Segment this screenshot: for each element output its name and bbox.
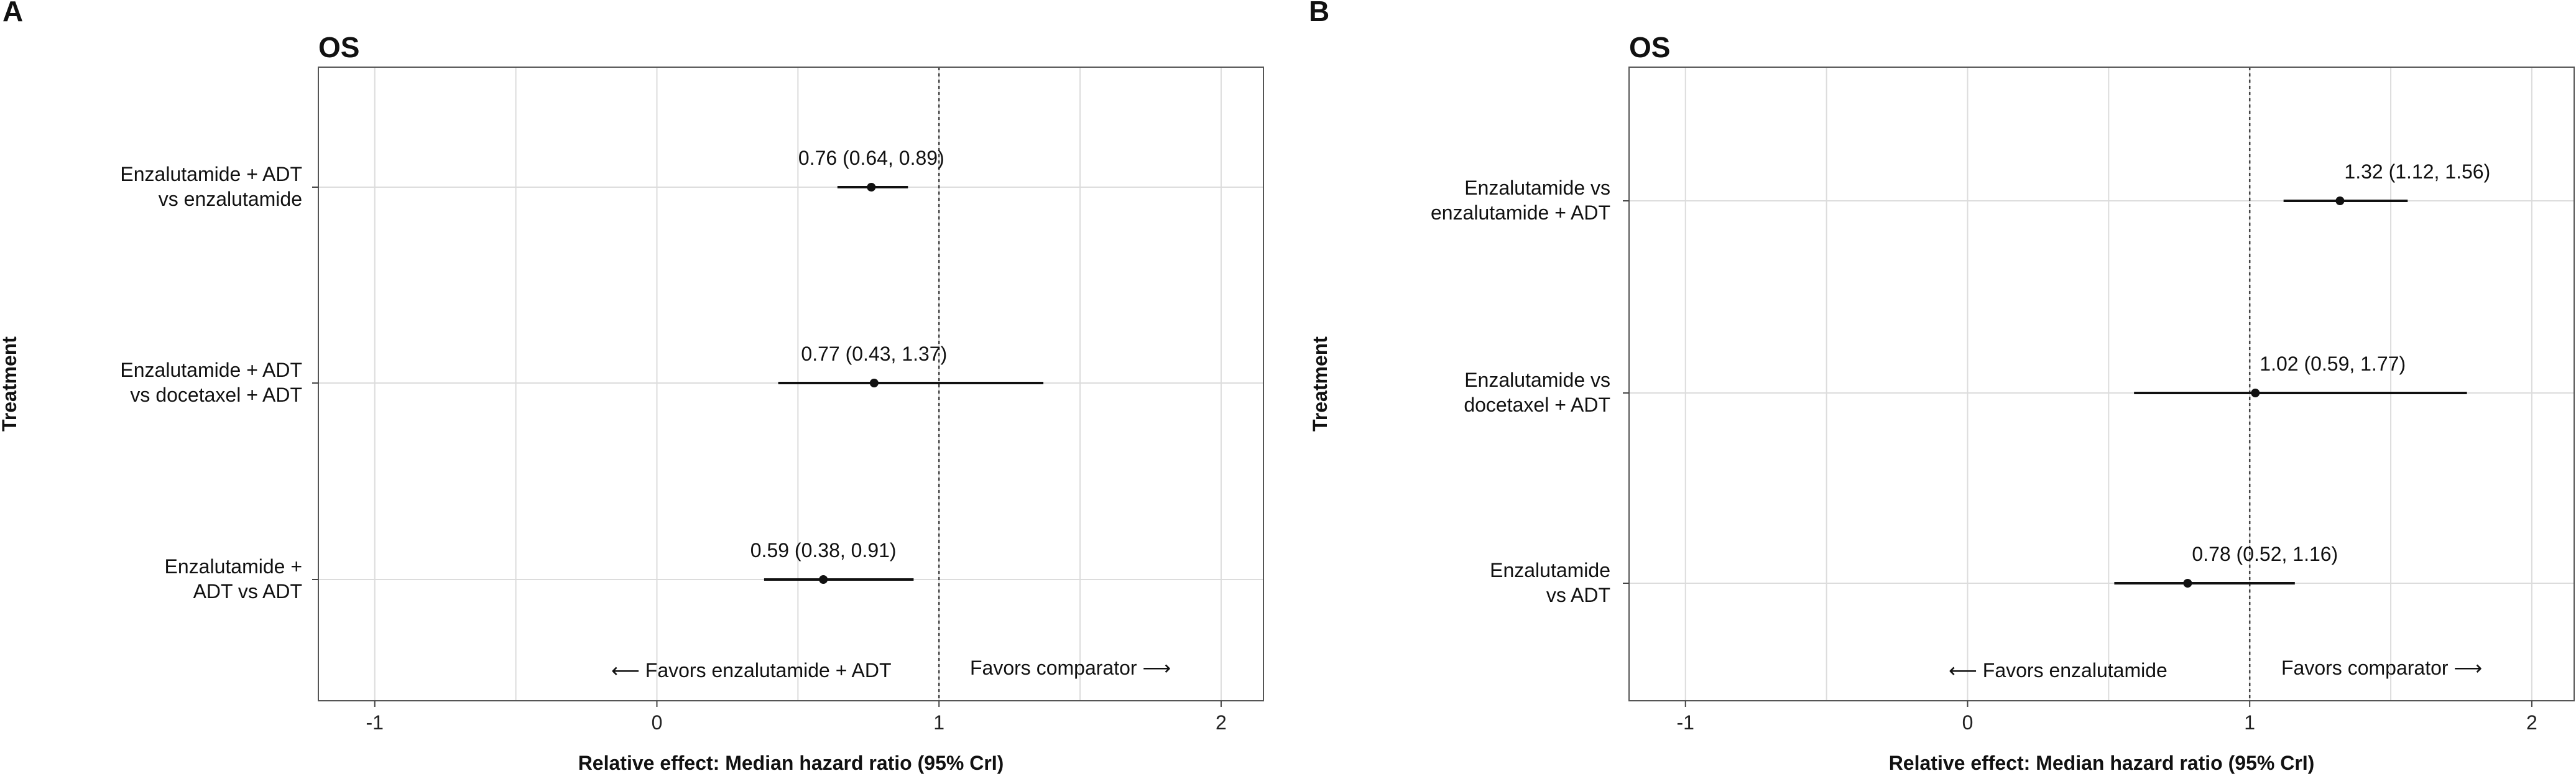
point-estimate: [867, 183, 876, 192]
data-label: 0.78 (0.52, 1.16): [2192, 543, 2338, 565]
data-label: 1.02 (0.59, 1.77): [2260, 353, 2406, 375]
row-label: Enzalutamide + ADT vs ADT: [165, 555, 302, 603]
row-label-line: docetaxel + ADT: [1464, 394, 1610, 416]
panel-letter: B: [1309, 0, 1329, 27]
favors-right-annotation: Favors comparator ⟶: [2281, 657, 2482, 679]
data-label: 0.59 (0.38, 0.91): [750, 539, 897, 561]
x-tick-label: 1: [933, 711, 944, 734]
row-label-line: Enzalutamide + ADT: [120, 359, 302, 381]
row-label-line: enzalutamide + ADT: [1431, 201, 1610, 224]
row-label-line: Enzalutamide vs: [1464, 369, 1610, 391]
row-label: Enzalutamide vs ADT: [1490, 559, 1610, 606]
data-label: 1.32 (1.12, 1.56): [2344, 160, 2490, 183]
x-axis-label: Relative effect: Median hazard ratio (95…: [1889, 752, 2315, 774]
row-label-line: Enzalutamide + ADT: [120, 163, 302, 185]
x-tick-label: -1: [1677, 711, 1694, 734]
point-estimate: [2335, 196, 2345, 205]
plot-frame: [1628, 67, 2575, 701]
row-label-line: ADT vs ADT: [193, 580, 302, 603]
panel-title: OS: [318, 31, 359, 63]
y-axis-label: Treatment: [0, 336, 21, 432]
panel-a: A OS -1 0 1 2 Relative effect: Median hazard r…: [0, 0, 1264, 774]
x-tick-label: 1: [2244, 711, 2255, 734]
y-axis-label: Treatment: [1309, 336, 1331, 432]
panel-title: OS: [1629, 31, 1670, 63]
favors-left-annotation: ⟵ Favors enzalutamide + ADT: [611, 659, 892, 681]
point-estimate: [869, 379, 879, 387]
row-label: Enzalutamide + ADT vs enzalutamide: [120, 163, 302, 210]
point-estimate: [819, 575, 828, 584]
row-label-line: vs enzalutamide: [159, 188, 302, 210]
favors-left-annotation: ⟵ Favors enzalutamide: [1949, 659, 2167, 681]
data-label: 0.77 (0.43, 1.37): [801, 343, 947, 365]
x-tick-label: 2: [1216, 711, 1227, 734]
data-label: 0.76 (0.64, 0.89): [798, 147, 944, 169]
plot-frame: [318, 67, 1264, 701]
point-estimate: [2251, 389, 2260, 397]
x-axis-label: Relative effect: Median hazard ratio (95…: [578, 752, 1004, 774]
row-label-line: Enzalutamide: [1490, 559, 1610, 581]
point-estimate: [2183, 579, 2192, 588]
row-label-line: vs docetaxel + ADT: [130, 384, 302, 406]
x-tick-label: -1: [366, 711, 384, 734]
row-label-line: Enzalutamide +: [165, 555, 302, 578]
panel-b: B OS -1 0 1 2 Relative effect: Median hazard r…: [1309, 0, 2575, 774]
row-label-line: vs ADT: [1546, 584, 1610, 606]
row-label: Enzalutamide + ADT vs docetaxel + ADT: [120, 359, 302, 406]
favors-right-annotation: Favors comparator ⟶: [970, 657, 1171, 679]
panel-letter: A: [2, 0, 23, 27]
row-label: Enzalutamide vs enzalutamide + ADT: [1431, 177, 1610, 224]
x-tick-label: 0: [1962, 711, 1974, 734]
row-label-line: Enzalutamide vs: [1464, 177, 1610, 199]
x-tick-label: 0: [652, 711, 663, 734]
row-label: Enzalutamide vs docetaxel + ADT: [1464, 369, 1610, 416]
x-tick-label: 2: [2526, 711, 2537, 734]
